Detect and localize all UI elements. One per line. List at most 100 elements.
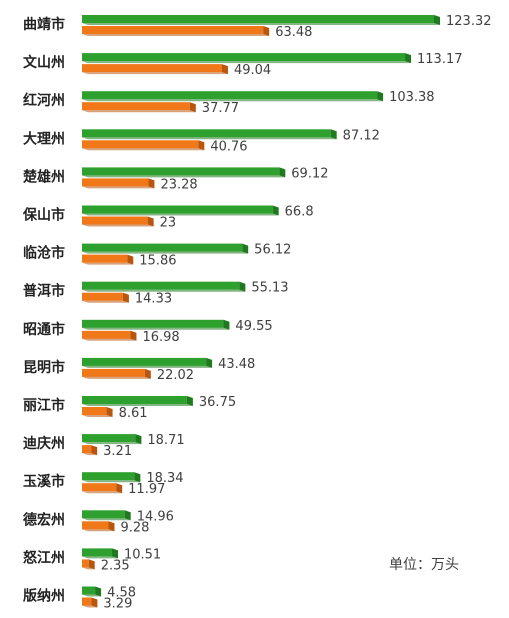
bar-series-orange <box>82 254 128 263</box>
category-label: 怒江州 <box>23 549 65 566</box>
bar-bottom-face <box>82 567 95 570</box>
data-label: 49.55 <box>235 319 272 334</box>
bar-series-orange <box>82 102 190 111</box>
bar-bottom-face <box>82 262 134 265</box>
bar-side-face <box>88 559 95 570</box>
bar-series-orange <box>82 292 123 301</box>
bar-series-green <box>82 434 136 443</box>
bar-side-face <box>189 102 196 113</box>
data-label: 23.28 <box>160 177 197 192</box>
bar-series-green <box>82 53 406 62</box>
bar-series-green <box>82 129 331 138</box>
unit-label: 单位：万头 <box>389 557 459 573</box>
bar-series-green <box>82 91 378 100</box>
data-label: 8.61 <box>119 406 148 421</box>
category-label: 玉溪市 <box>23 473 65 490</box>
data-label: 69.12 <box>291 166 328 181</box>
bar-bottom-face <box>82 300 129 303</box>
category-label: 德宏州 <box>23 511 65 528</box>
data-label: 2.35 <box>101 558 130 573</box>
bar-side-face <box>135 434 142 445</box>
category-label: 大理州 <box>23 130 65 147</box>
category-label: 文山州 <box>23 54 65 71</box>
bar-bottom-face <box>82 338 137 341</box>
bar-bottom-face <box>82 442 142 445</box>
data-label: 49.04 <box>234 63 271 78</box>
category-label: 迪庆州 <box>23 435 65 452</box>
data-label: 14.33 <box>135 292 172 307</box>
bar-series-orange <box>82 445 92 454</box>
bar-series-green <box>82 472 135 481</box>
bar-side-face <box>130 330 137 341</box>
category-label: 丽江市 <box>23 397 65 414</box>
bar-bottom-face <box>82 594 102 597</box>
bar-side-face <box>223 319 230 330</box>
category-label: 红河州 <box>23 92 65 109</box>
data-label: 56.12 <box>254 243 291 258</box>
data-label: 15.86 <box>139 254 176 269</box>
bar-bottom-face <box>82 415 113 417</box>
bar-bottom-face <box>82 491 123 494</box>
bar-side-face <box>95 586 102 597</box>
bar-side-face <box>116 483 123 494</box>
category-label: 昭通市 <box>23 321 65 338</box>
bar-side-face <box>221 64 228 75</box>
bar-bottom-face <box>82 289 246 292</box>
bar-series-orange <box>82 483 117 492</box>
bar-side-face <box>377 91 384 102</box>
bar-bottom-face <box>82 175 286 178</box>
category-label: 版纳州 <box>23 588 65 605</box>
bar-side-face <box>134 472 141 483</box>
bar-series-orange <box>82 330 131 339</box>
data-label: 123.32 <box>446 14 492 29</box>
data-label: 37.77 <box>202 101 239 116</box>
data-label: 18.34 <box>146 471 183 486</box>
bar-bottom-face <box>82 186 155 189</box>
bar-series-green <box>82 205 273 214</box>
bar-series-orange <box>82 597 92 606</box>
data-label: 40.76 <box>210 139 247 154</box>
data-label: 43.48 <box>218 357 255 372</box>
bar-series-green <box>82 15 434 23</box>
data-label: 66.8 <box>285 205 314 220</box>
category-label: 楚雄州 <box>22 168 65 185</box>
bar-series-green <box>82 281 240 290</box>
bar-bottom-face <box>82 213 279 216</box>
bar-bottom-face <box>82 23 440 25</box>
bar-bottom-face <box>82 61 412 64</box>
bar-bottom-face <box>82 365 213 368</box>
category-label: 普洱市 <box>23 283 65 300</box>
bar-side-face <box>148 178 155 189</box>
data-label: 103.38 <box>389 90 435 105</box>
bar-side-face <box>239 281 246 292</box>
bar-side-face <box>272 205 279 216</box>
bar-bottom-face <box>82 34 270 36</box>
bar-bottom-face <box>82 529 115 532</box>
bar-series-green <box>82 548 112 557</box>
category-label: 临沧市 <box>23 245 65 262</box>
bar-bottom-face <box>82 251 249 254</box>
category-label: 保山市 <box>22 207 65 224</box>
bar-bottom-face <box>82 518 131 521</box>
bar-bottom-face <box>82 110 196 113</box>
category-label: 曲靖市 <box>23 16 65 33</box>
bar-side-face <box>124 510 131 521</box>
bar-series-green <box>82 319 224 328</box>
bar-side-face <box>330 129 337 140</box>
bar-series-orange <box>82 216 148 225</box>
data-label: 18.71 <box>147 433 184 448</box>
bar-bottom-face <box>82 556 118 559</box>
bar-side-face <box>206 357 213 368</box>
data-label: 11.97 <box>128 482 165 497</box>
bar-bottom-face <box>82 99 384 102</box>
category-label: 昆明市 <box>23 359 65 376</box>
bar-bottom-face <box>82 453 98 456</box>
data-label: 3.29 <box>103 597 132 612</box>
bar-bottom-face <box>82 480 141 483</box>
bar-series-orange <box>82 178 149 187</box>
data-label: 23 <box>160 216 177 231</box>
bar-series-green <box>82 586 96 595</box>
data-label: 63.48 <box>275 25 312 40</box>
bar-side-face <box>122 292 129 303</box>
bar-series-green <box>82 243 243 252</box>
